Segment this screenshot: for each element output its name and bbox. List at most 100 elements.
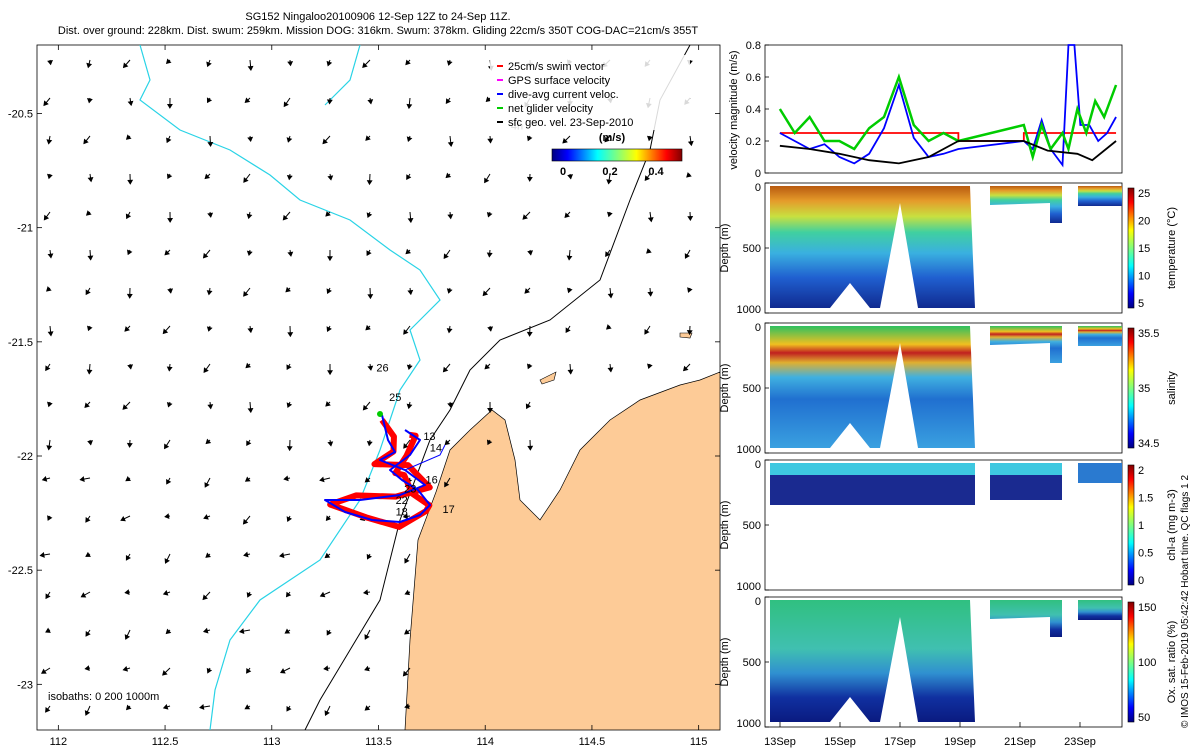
current-vector-head [202, 252, 209, 259]
current-vector-head [204, 173, 211, 180]
velocity-ytick-label: 0.6 [746, 72, 761, 84]
current-vector-head [205, 438, 212, 445]
current-vector-head [207, 212, 214, 218]
colorbar-tick-label: 1 [1138, 520, 1144, 532]
current-vector-head [407, 217, 414, 224]
colorbar-tick-label: 50 [1138, 712, 1150, 724]
current-vector-head [686, 172, 692, 178]
section-ytick-label: 1000 [737, 581, 761, 593]
current-vector-head [167, 217, 174, 223]
current-vector-head [446, 328, 453, 334]
current-vector-head [122, 404, 128, 410]
current-vector-head [206, 667, 213, 674]
current-vector-head [279, 552, 285, 559]
current-vector-head [206, 97, 213, 104]
current-vector-head [43, 214, 50, 221]
current-vector-head [87, 325, 93, 332]
current-vector-head [566, 255, 573, 261]
current-vector-head [326, 60, 333, 67]
section-ytick-label: 0 [755, 182, 761, 194]
current-vector-head [286, 137, 293, 143]
current-vector-head [607, 367, 614, 373]
current-vector-head [362, 62, 368, 68]
current-vector-head [684, 253, 690, 259]
current-vector-head [607, 211, 613, 218]
isobath-1000 [304, 45, 691, 730]
current-vector-head [443, 253, 449, 260]
map-ytick-label: -22.5 [8, 565, 33, 577]
current-vector-head [405, 248, 412, 255]
section-ylabel: Depth (m) [719, 638, 731, 687]
current-vector-head [647, 363, 653, 370]
section-x-axis: 13Sep 15Sep 17Sep 19Sep 21Sep 23Sep [764, 722, 1096, 748]
current-vector-head [166, 401, 173, 408]
current-vector-head [282, 214, 289, 221]
island [539, 371, 557, 385]
colorbar-label: temperature (°C) [1166, 207, 1178, 289]
colorbar-tick: 0.2 [602, 166, 617, 178]
current-vector-head [166, 173, 173, 180]
current-vector-head [646, 248, 652, 254]
current-vector-head [326, 629, 332, 636]
current-vector-head [526, 176, 533, 182]
current-vector-head [366, 553, 372, 560]
current-vector-head [324, 710, 330, 716]
current-vector-head [367, 365, 374, 371]
current-vector-head [403, 329, 409, 335]
current-vector-head [485, 96, 492, 103]
colorbar-tick-label: 5 [1138, 298, 1144, 310]
glider-track [324, 411, 446, 530]
current-vector-head [286, 446, 293, 452]
current-vector-head [446, 60, 453, 66]
current-vector-head [406, 403, 413, 410]
current-vector-head [365, 135, 371, 141]
current-vector-head [286, 402, 293, 408]
section-panel: 0 500 1000 Depth (m) 50 100 150 Ox. sat. ratio … [719, 596, 1178, 730]
current-vector-head [283, 475, 289, 482]
current-vector-head [85, 516, 91, 523]
current-vector-head [85, 289, 91, 296]
current-vector-head [166, 103, 173, 109]
current-vector-head [124, 634, 131, 640]
current-vector-head [126, 704, 132, 711]
current-vector-head [525, 403, 532, 410]
current-vector-head [444, 439, 451, 446]
current-vector-head [327, 175, 334, 181]
current-vector-head [606, 179, 613, 185]
current-vector-head [406, 136, 413, 142]
section-colorbar [1127, 601, 1135, 723]
day-label: 23 [404, 484, 416, 496]
section-data [990, 475, 1062, 500]
current-vector-head [45, 593, 51, 600]
map-xtick-label: 113 [263, 736, 281, 748]
current-vector-head [404, 557, 410, 564]
section-data [990, 186, 1062, 223]
coastline [139, 45, 441, 730]
section-data [1078, 186, 1122, 206]
legend-label: sfc geo. vel. 23-Sep-2010 [508, 117, 633, 129]
section-data [770, 186, 975, 308]
section-panel: 0 500 1000 Depth (m) 5 10 15 20 25 temperature (°… [719, 182, 1178, 316]
current-vector-head [362, 404, 369, 411]
current-vector-head [527, 445, 534, 451]
section-ytick-label: 0 [755, 459, 761, 471]
current-vector-head [125, 554, 131, 561]
current-vector-head [246, 668, 252, 674]
map-ytick-label: -21 [17, 223, 33, 235]
map-ytick-label: -22 [17, 451, 33, 463]
current-vector-head [84, 665, 90, 672]
section-ylabel: Depth (m) [719, 364, 731, 413]
current-vector-head [562, 138, 568, 144]
current-vector-head [127, 249, 133, 256]
current-vector-head [127, 364, 134, 370]
legend-label: net glider velocity [508, 103, 593, 115]
current-vector-head [319, 476, 325, 483]
current-vector-head [366, 180, 373, 186]
current-vector-head [167, 288, 174, 294]
current-vector-head [326, 288, 332, 295]
section-ytick-label: 1000 [737, 718, 761, 730]
colorbar-label: Ox. sat. ratio (%) [1166, 621, 1178, 704]
current-vector-head [280, 668, 286, 674]
current-vector-head [87, 440, 94, 446]
current-vector-head [45, 707, 51, 713]
